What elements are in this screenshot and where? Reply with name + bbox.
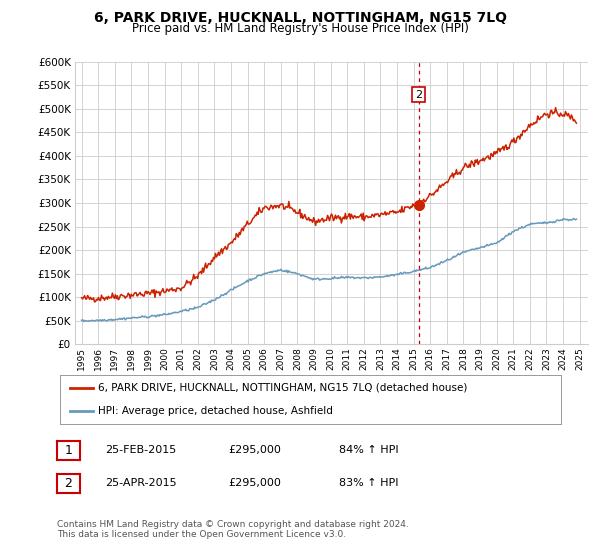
- Text: 25-FEB-2015: 25-FEB-2015: [105, 445, 176, 455]
- Text: £295,000: £295,000: [228, 478, 281, 488]
- Text: £295,000: £295,000: [228, 445, 281, 455]
- Text: Contains HM Land Registry data © Crown copyright and database right 2024.
This d: Contains HM Land Registry data © Crown c…: [57, 520, 409, 539]
- Text: 6, PARK DRIVE, HUCKNALL, NOTTINGHAM, NG15 7LQ (detached house): 6, PARK DRIVE, HUCKNALL, NOTTINGHAM, NG1…: [98, 383, 467, 393]
- Text: 2: 2: [415, 90, 422, 100]
- Text: 1: 1: [64, 444, 73, 458]
- Text: Price paid vs. HM Land Registry's House Price Index (HPI): Price paid vs. HM Land Registry's House …: [131, 22, 469, 35]
- Text: 83% ↑ HPI: 83% ↑ HPI: [339, 478, 398, 488]
- Text: 25-APR-2015: 25-APR-2015: [105, 478, 176, 488]
- Text: 6, PARK DRIVE, HUCKNALL, NOTTINGHAM, NG15 7LQ: 6, PARK DRIVE, HUCKNALL, NOTTINGHAM, NG1…: [94, 11, 506, 25]
- Text: 84% ↑ HPI: 84% ↑ HPI: [339, 445, 398, 455]
- Text: 2: 2: [64, 477, 73, 490]
- Text: HPI: Average price, detached house, Ashfield: HPI: Average price, detached house, Ashf…: [98, 405, 332, 416]
